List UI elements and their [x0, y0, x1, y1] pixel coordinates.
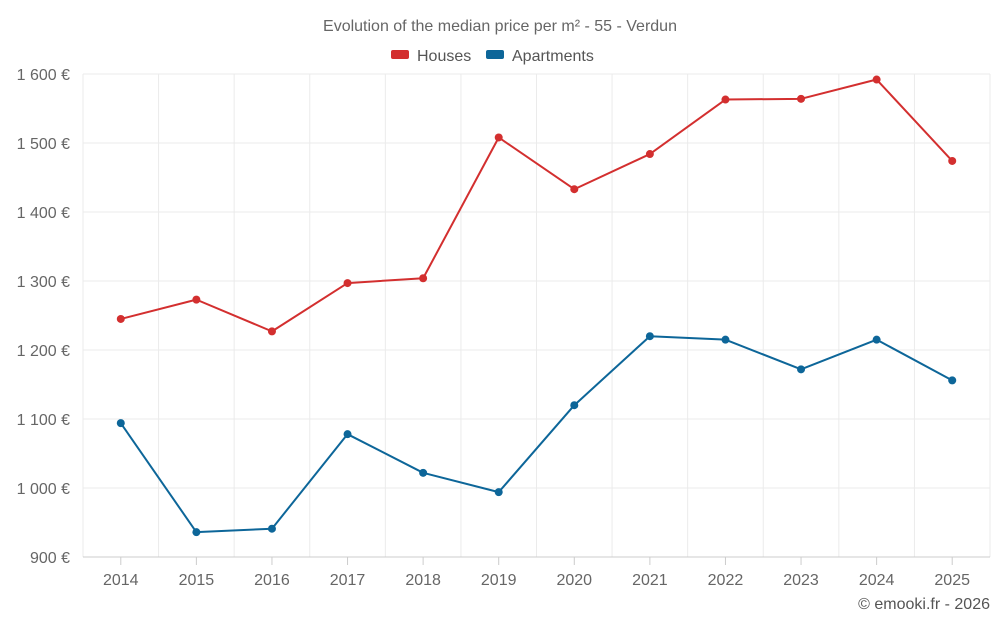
- x-tick-label: 2016: [254, 572, 290, 589]
- data-point-houses[interactable]: [343, 279, 352, 288]
- data-point-apartments[interactable]: [645, 332, 654, 341]
- x-tick-label: 2025: [934, 572, 970, 589]
- y-tick-label: 900 €: [30, 550, 70, 567]
- data-point-houses[interactable]: [872, 75, 881, 84]
- grid: [82, 73, 991, 558]
- data-point-houses[interactable]: [494, 133, 503, 142]
- data-point-apartments[interactable]: [494, 488, 503, 497]
- x-axis-ticks: 2014 2015 2016 2017 2018 2019 2020 2021 2022 2023…: [103, 557, 970, 589]
- y-tick-label: 1 600 €: [17, 67, 70, 84]
- x-tick-label: 2022: [708, 572, 744, 589]
- x-tick-label: 2024: [859, 572, 895, 589]
- y-tick-label: 1 000 €: [17, 481, 70, 498]
- data-point-apartments[interactable]: [343, 430, 352, 439]
- data-point-apartments[interactable]: [948, 376, 957, 385]
- legend-swatch-apartments: [486, 50, 504, 59]
- series-line-apartments: [119, 335, 953, 534]
- data-point-apartments[interactable]: [419, 468, 428, 477]
- data-point-apartments[interactable]: [267, 524, 276, 533]
- y-tick-label: 1 500 €: [17, 136, 70, 153]
- x-tick-label: 2017: [330, 572, 366, 589]
- x-tick-label: 2023: [783, 572, 819, 589]
- data-point-apartments[interactable]: [797, 365, 806, 374]
- legend-swatch-houses: [391, 50, 409, 59]
- series: [116, 75, 957, 537]
- y-tick-label: 1 200 €: [17, 343, 70, 360]
- data-point-apartments[interactable]: [721, 335, 730, 344]
- legend-label-houses: Houses: [417, 48, 471, 65]
- y-axis-ticks: 900 € 1 000 € 1 100 € 1 200 € 1 300 € 1 400 €…: [17, 67, 70, 567]
- y-tick-label: 1 300 €: [17, 274, 70, 291]
- data-point-houses[interactable]: [116, 314, 125, 323]
- data-point-houses[interactable]: [419, 274, 428, 283]
- y-tick-label: 1 400 €: [17, 205, 70, 222]
- x-tick-label: 2021: [632, 572, 668, 589]
- series-line-houses: [120, 78, 953, 333]
- x-tick-label: 2020: [556, 572, 592, 589]
- chart-title: Evolution of the median price per m² - 5…: [323, 18, 677, 35]
- x-tick-label: 2019: [481, 572, 517, 589]
- credit-text: © emooki.fr - 2026: [858, 596, 990, 613]
- legend-item-houses[interactable]: Houses: [391, 48, 471, 65]
- data-point-houses[interactable]: [721, 95, 730, 104]
- data-point-houses[interactable]: [570, 185, 579, 194]
- data-point-houses[interactable]: [645, 150, 654, 159]
- legend: Houses Apartments: [391, 48, 594, 65]
- x-tick-label: 2015: [179, 572, 215, 589]
- x-tick-label: 2014: [103, 572, 139, 589]
- data-point-houses[interactable]: [192, 295, 201, 304]
- legend-label-apartments: Apartments: [512, 48, 594, 65]
- series-houses: [116, 75, 957, 336]
- data-point-apartments[interactable]: [570, 401, 579, 410]
- data-point-apartments[interactable]: [872, 335, 881, 344]
- data-point-houses[interactable]: [948, 156, 957, 165]
- data-point-houses[interactable]: [797, 94, 806, 103]
- y-tick-label: 1 100 €: [17, 412, 70, 429]
- series-apartments: [116, 332, 957, 537]
- data-point-apartments[interactable]: [192, 528, 201, 537]
- legend-item-apartments[interactable]: Apartments: [486, 48, 594, 65]
- data-point-apartments[interactable]: [116, 419, 125, 428]
- x-tick-label: 2018: [405, 572, 441, 589]
- data-point-houses[interactable]: [267, 327, 276, 336]
